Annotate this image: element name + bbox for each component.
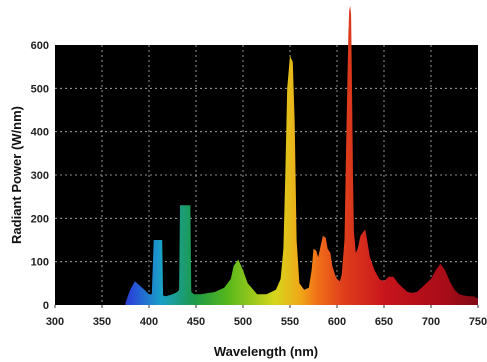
y-tick-label: 600 [31, 40, 49, 52]
spectrum-area [125, 6, 478, 305]
y-tick-label: 200 [31, 213, 49, 225]
x-tick-label: 700 [422, 316, 440, 328]
y-tick-label: 100 [31, 257, 49, 269]
y-tick-label: 300 [31, 170, 49, 182]
x-tick-label: 300 [46, 316, 64, 328]
y-axis-ticks: 0 100 200 300 400 500 600 [31, 40, 49, 312]
y-tick-label: 0 [43, 300, 49, 312]
x-tick-label: 350 [93, 316, 111, 328]
x-tick-label: 500 [234, 316, 252, 328]
x-axis-title: Wavelength (nm) [214, 344, 318, 359]
x-tick-label: 650 [375, 316, 393, 328]
y-axis-title: Radiant Power (W/nm) [9, 106, 24, 244]
y-tick-label: 500 [31, 83, 49, 95]
x-tick-label: 600 [328, 316, 346, 328]
x-axis-ticks: 300 350 400 450 500 550 600 650 700 750 [46, 305, 487, 328]
x-tick-label: 450 [187, 316, 205, 328]
spectrum-series [125, 6, 478, 305]
y-tick-label: 400 [31, 127, 49, 139]
x-tick-label: 400 [140, 316, 158, 328]
x-tick-label: 750 [469, 316, 487, 328]
x-tick-label: 550 [281, 316, 299, 328]
